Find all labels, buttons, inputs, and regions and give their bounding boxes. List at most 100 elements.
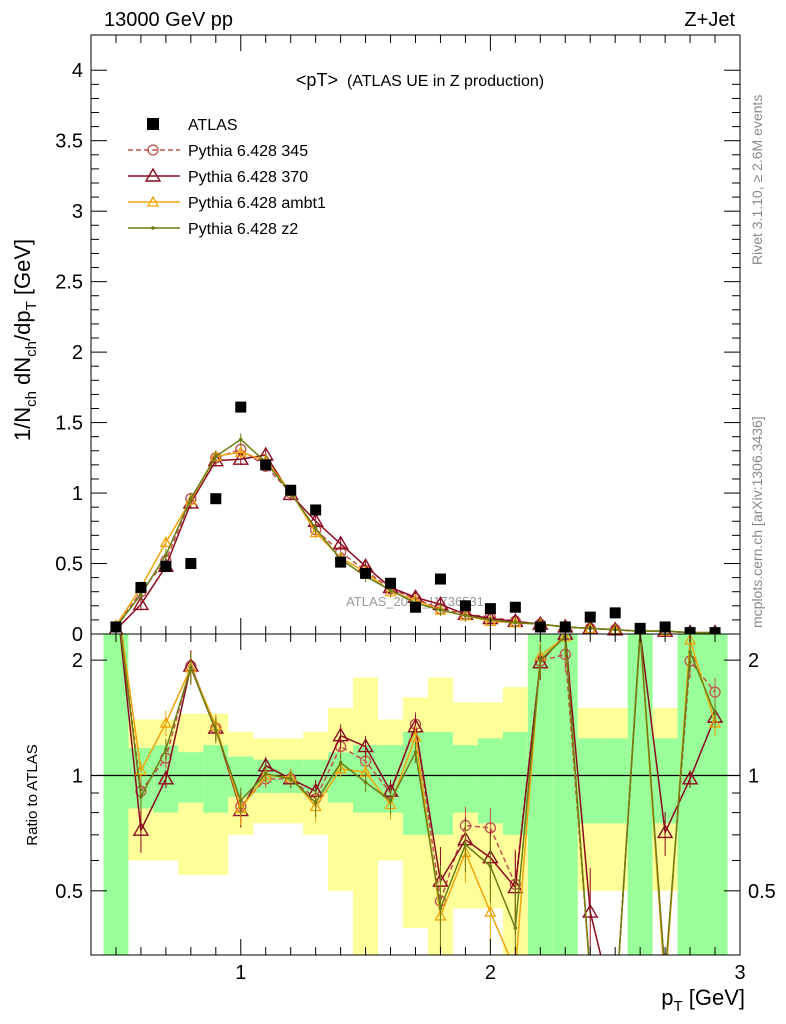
x-tick-label: 3 [734,962,745,984]
band-yellow [353,677,379,955]
atlas-point [260,459,272,471]
main-ylabel: 1/Nch dNch/dpT [GeV] [10,239,40,441]
atlas-point [410,601,421,613]
band-green [677,634,703,955]
main-title-sub: (ATLAS UE in Z production) [347,73,544,90]
rivet-label: Rivet 3.1.10, ≥ 2.6M events [749,95,765,265]
ratio-panel-series [119,634,724,955]
atlas-point [459,600,471,612]
marker-dot [388,798,393,803]
marker-triangle-small [134,764,148,776]
ratio-y-tick-label: 2 [72,650,83,672]
atlas-point [360,567,372,579]
atlas-point [385,577,397,589]
marker-triangle [357,738,374,753]
y-tick-label: 1.5 [55,413,83,435]
band-green [178,752,204,803]
marker-dot [513,926,518,930]
marker-triangle-small [159,536,172,548]
y-tick-label: 0 [72,624,83,646]
marker-dot [263,772,268,776]
atlas-point [509,601,521,613]
legend-marker [147,118,159,130]
ratio-ylabel: Ratio to ATLAS [24,744,41,845]
ratio-y-tick-label: 1 [72,765,83,787]
atlas-point [285,484,297,496]
marker-dot [338,760,343,765]
ratio-panel-bands [91,634,740,955]
marker-dot [388,588,393,593]
marker-triangle-small [234,445,247,457]
process-label: Z+Jet [684,9,735,31]
marker-dot [164,747,168,752]
y-tick-label: 0.5 [55,554,83,576]
marker-dot [189,665,193,670]
main-title-main: <pT> [296,70,338,90]
atlas-point [484,603,496,615]
marker-triangle [332,727,349,742]
band-green [427,731,453,835]
legend-entry: Pythia 6.428 ambt1 [128,195,326,212]
legend-label: ATLAS [188,117,238,134]
y-tick-label: 1 [72,483,83,505]
ratio-y-tick-label-right: 0.5 [748,881,776,903]
legend: ATLAS Pythia 6.428 345 Pythia 6.428 370 Pyt… [128,117,326,238]
atlas-point [310,504,322,516]
atlas-point [185,558,197,570]
marker-dot [189,496,193,501]
band-green [527,634,553,955]
y-tick-label: 3 [72,201,83,223]
marker-triangle [132,596,150,611]
legend-entry: ATLAS [147,117,238,134]
marker-dot [463,842,468,847]
marker-dot [363,780,368,785]
marker-triangle [656,824,674,839]
y-tick-label: 2.5 [55,272,83,294]
marker-dot [151,226,155,230]
atlas-point [335,556,347,568]
band-green [103,634,129,955]
legend-label: Pythia 6.428 z2 [188,221,298,238]
energy-label: 13000 GeV pp [104,9,233,31]
legend-entry: Pythia 6.428 z2 [128,221,298,238]
marker-triangle [207,452,225,467]
main-title: <pT> (ATLAS UE in Z production) [296,70,544,90]
marker-circle [709,686,721,698]
marker-triangle-small [146,195,160,207]
marker-dot [139,794,143,799]
band-green [627,634,653,955]
mcplots-label: mcplots.cern.ch [arXiv:1306.3436] [749,416,765,628]
marker-dot [688,650,692,654]
atlas-point [434,573,446,585]
marker-triangle [232,450,249,465]
marker-dot [214,454,218,459]
marker-triangle-small [484,905,497,917]
legend-entry: Pythia 6.428 370 [128,167,308,186]
atlas-point [609,607,621,619]
marker-dot [238,798,243,803]
marker-triangle [681,770,699,785]
band-green [502,731,528,835]
band-green [452,745,478,813]
marker-triangle [582,903,599,918]
band-green [552,634,578,955]
marker-dot [139,592,143,597]
atlas-point [235,401,247,413]
legend-label: Pythia 6.428 ambt1 [188,195,326,212]
y-tick-label: 4 [72,60,83,82]
y-tick-label: 3.5 [55,131,83,153]
marker-dot [413,750,418,755]
marker-dot [214,728,218,733]
marker-dot [713,711,717,716]
ratio-y-tick-label: 0.5 [55,881,83,903]
band-green [602,738,628,824]
marker-dot [238,437,243,442]
marker-dot [438,608,443,612]
marker-dot [513,620,518,625]
marker-circle [147,144,159,156]
ratio-y-tick-label-right: 2 [748,650,759,672]
marker-dot [313,800,318,805]
legend-label: Pythia 6.428 345 [188,143,308,160]
atlas-point [584,611,596,623]
marker-dot [438,906,443,911]
